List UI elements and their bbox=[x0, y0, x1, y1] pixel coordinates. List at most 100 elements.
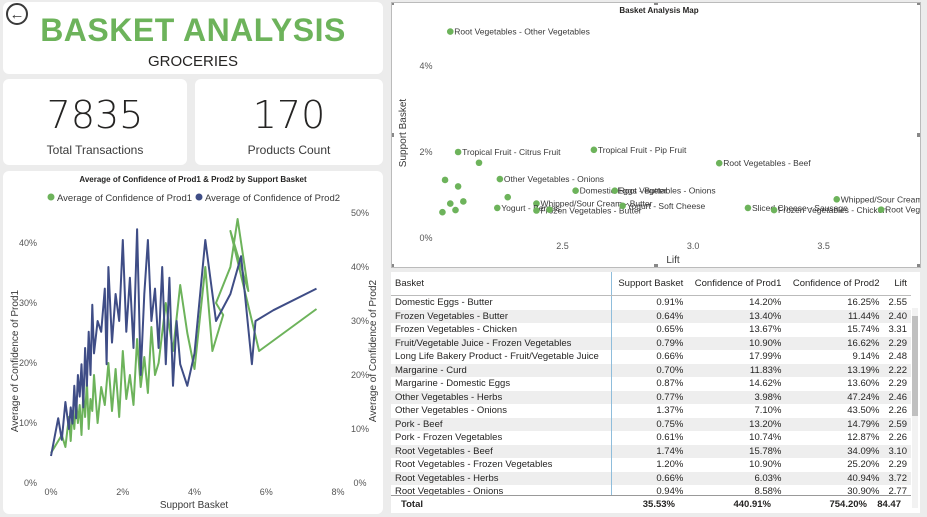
back-arrow-icon[interactable]: ← bbox=[6, 3, 28, 25]
scatter-chart-card[interactable]: Basket Analysis Map Lift Support Basket … bbox=[391, 2, 921, 268]
cell-confidence-prod1: 13.20% bbox=[687, 417, 786, 431]
resize-handle[interactable] bbox=[654, 3, 658, 5]
y-tick-label-left: 40% bbox=[19, 238, 37, 248]
cell-basket: Frozen Vegetables - Chicken bbox=[395, 324, 517, 336]
scatter-point[interactable] bbox=[446, 200, 454, 207]
scatter-point[interactable] bbox=[546, 206, 553, 213]
title-card: BASKET ANALYSIS GROCERIES bbox=[3, 2, 383, 74]
resize-handle[interactable] bbox=[917, 133, 920, 137]
cell-basket: Margarine - Domestic Eggs bbox=[395, 378, 511, 390]
column-header-confidence-prod2[interactable]: Confidence of Prod2 bbox=[785, 272, 884, 296]
cell-confidence-prod1: 14.20% bbox=[749, 297, 782, 309]
kpi-card-products[interactable]: 170 Products Count bbox=[195, 79, 383, 165]
cell-support: 0.79% bbox=[610, 336, 688, 350]
cell-lift: 2.77 bbox=[888, 486, 908, 498]
table-row[interactable]: Frozen Vegetables - Butter 0.64% 13.40% 11.… bbox=[391, 309, 911, 323]
scatter-point[interactable] bbox=[744, 204, 752, 212]
table-row[interactable]: Margarine - Domestic Eggs 0.87% 14.62% 13.6… bbox=[391, 377, 911, 391]
resize-handle[interactable] bbox=[392, 133, 394, 137]
table-row[interactable]: Root Vegetables - Herbs 0.66% 6.03% 40.94% 3… bbox=[391, 471, 911, 485]
series-line-prod1[interactable] bbox=[50, 218, 318, 454]
scatter-point[interactable] bbox=[833, 196, 841, 203]
resize-handle[interactable] bbox=[654, 264, 658, 267]
cell-support: 0.75% bbox=[610, 417, 688, 431]
cell-support: 0.61% bbox=[610, 431, 688, 445]
scatter-point[interactable] bbox=[533, 200, 540, 207]
scatter-point[interactable] bbox=[590, 146, 598, 154]
scatter-point[interactable] bbox=[504, 193, 512, 201]
table-row[interactable]: Other Vegetables - Herbs 0.77% 3.98% 47.24%… bbox=[391, 390, 911, 404]
cell-confidence-prod1: 11.83% bbox=[687, 363, 786, 377]
cell-confidence-prod1: 10.74% bbox=[749, 432, 782, 444]
total-lift: 84.47 bbox=[877, 499, 901, 510]
resize-handle[interactable] bbox=[917, 3, 920, 5]
y-axis-title: Support Basket bbox=[398, 99, 409, 168]
table-row[interactable]: Other Vegetables - Onions 1.37% 7.10% 43.50… bbox=[391, 404, 911, 418]
chart-title: Basket Analysis Map bbox=[619, 6, 698, 15]
y-tick-label-right: 10% bbox=[351, 424, 369, 434]
cell-confidence-prod2: 12.87% bbox=[847, 432, 880, 444]
line-chart[interactable]: Average of Confidence of Prod1 & Prod2 b… bbox=[3, 171, 383, 514]
scatter-point[interactable] bbox=[454, 148, 462, 156]
line-chart-card[interactable]: Average of Confidence of Prod1 & Prod2 b… bbox=[3, 171, 383, 514]
scatter-point[interactable] bbox=[493, 204, 501, 212]
scatter-point[interactable] bbox=[533, 207, 540, 214]
scatter-point[interactable] bbox=[454, 183, 462, 190]
scatter-point[interactable] bbox=[446, 28, 454, 35]
scatter-point[interactable] bbox=[460, 198, 467, 205]
column-header-support[interactable]: Support Basket bbox=[610, 272, 688, 296]
scatter-point[interactable] bbox=[619, 202, 626, 210]
cell-support: 0.64% bbox=[610, 309, 688, 323]
column-header-basket[interactable]: Basket bbox=[391, 272, 612, 296]
scatter-point[interactable] bbox=[439, 208, 446, 216]
cell-basket: Other Vegetables - Herbs bbox=[391, 390, 612, 404]
scatter-point[interactable] bbox=[611, 187, 619, 194]
kpi-card-transactions[interactable]: 7835 Total Transactions bbox=[3, 79, 187, 165]
resize-handle[interactable] bbox=[917, 264, 920, 267]
cell-support: 0.66% bbox=[610, 471, 688, 485]
scatter-point[interactable] bbox=[452, 206, 459, 214]
legend-label-prod2[interactable]: Average of Confidence of Prod2 bbox=[205, 193, 340, 204]
table-row[interactable]: Pork - Beef 0.75% 13.20% 14.79% 2.59 bbox=[391, 417, 911, 431]
table-row[interactable]: Pork - Frozen Vegetables 0.61% 10.74% 12.87… bbox=[391, 431, 911, 445]
table-row[interactable]: Fruit/Vegetable Juice - Frozen Vegetable… bbox=[391, 336, 911, 350]
column-header-lift[interactable]: Lift bbox=[883, 272, 911, 296]
table-scrollbar[interactable] bbox=[912, 308, 918, 508]
cell-basket: Domestic Eggs - Butter bbox=[395, 297, 493, 309]
y-tick-label-right: 50% bbox=[351, 208, 369, 218]
y-tick-label: 4% bbox=[419, 61, 432, 71]
scatter-point[interactable] bbox=[475, 159, 483, 167]
cell-support: 0.65% bbox=[610, 323, 688, 337]
scatter-point-label: Root Vegetables - Beef bbox=[723, 158, 811, 168]
basket-table[interactable]: Basket Support Basket Confidence of Prod… bbox=[391, 272, 920, 513]
table-row[interactable]: Domestic Eggs - Butter 0.91% 14.20% 16.25% 2… bbox=[391, 295, 911, 310]
table-row[interactable]: Frozen Vegetables - Chicken 0.65% 13.67% 15… bbox=[391, 323, 911, 337]
table-row[interactable]: Margarine - Curd 0.70% 11.83% 13.19% 2.22 bbox=[391, 363, 911, 377]
table-row[interactable]: Root Vegetables - Frozen Vegetables 1.20%… bbox=[391, 458, 911, 472]
cell-lift: 3.10 bbox=[883, 444, 911, 458]
scatter-point-label: Root Vegetables - Onions bbox=[619, 186, 716, 196]
scatter-chart[interactable]: Basket Analysis Map Lift Support Basket … bbox=[392, 3, 920, 267]
kpi-value: 170 bbox=[252, 93, 326, 137]
table-row[interactable]: Long Life Bakery Product - Fruit/Vegetab… bbox=[391, 350, 911, 364]
cell-confidence-prod2: 30.90% bbox=[847, 486, 880, 498]
cell-basket: Root Vegetables - Beef bbox=[391, 444, 612, 458]
scatter-point[interactable] bbox=[496, 175, 504, 183]
cell-lift: 2.26 bbox=[888, 432, 908, 444]
legend-label-prod1[interactable]: Average of Confidence of Prod1 bbox=[57, 193, 192, 204]
resize-handle[interactable] bbox=[392, 264, 394, 267]
column-header-confidence-prod1[interactable]: Confidence of Prod1 bbox=[687, 272, 786, 296]
cell-confidence-prod2: 13.19% bbox=[785, 363, 884, 377]
scrollbar-thumb[interactable] bbox=[912, 316, 918, 416]
series-line-prod2[interactable] bbox=[50, 228, 317, 457]
scatter-point[interactable] bbox=[715, 159, 723, 167]
scatter-point[interactable] bbox=[770, 206, 778, 214]
scatter-point[interactable] bbox=[572, 187, 579, 194]
scatter-point[interactable] bbox=[441, 176, 449, 184]
total-confidence-prod1: 440.91% bbox=[733, 499, 771, 510]
table-row[interactable]: Root Vegetables - Beef 1.74% 15.78% 34.09% 3… bbox=[391, 444, 911, 458]
cell-lift: 2.40 bbox=[883, 309, 911, 323]
cell-basket: Other Vegetables - Onions bbox=[395, 405, 507, 417]
scatter-point[interactable] bbox=[877, 206, 885, 213]
resize-handle[interactable] bbox=[392, 3, 394, 5]
